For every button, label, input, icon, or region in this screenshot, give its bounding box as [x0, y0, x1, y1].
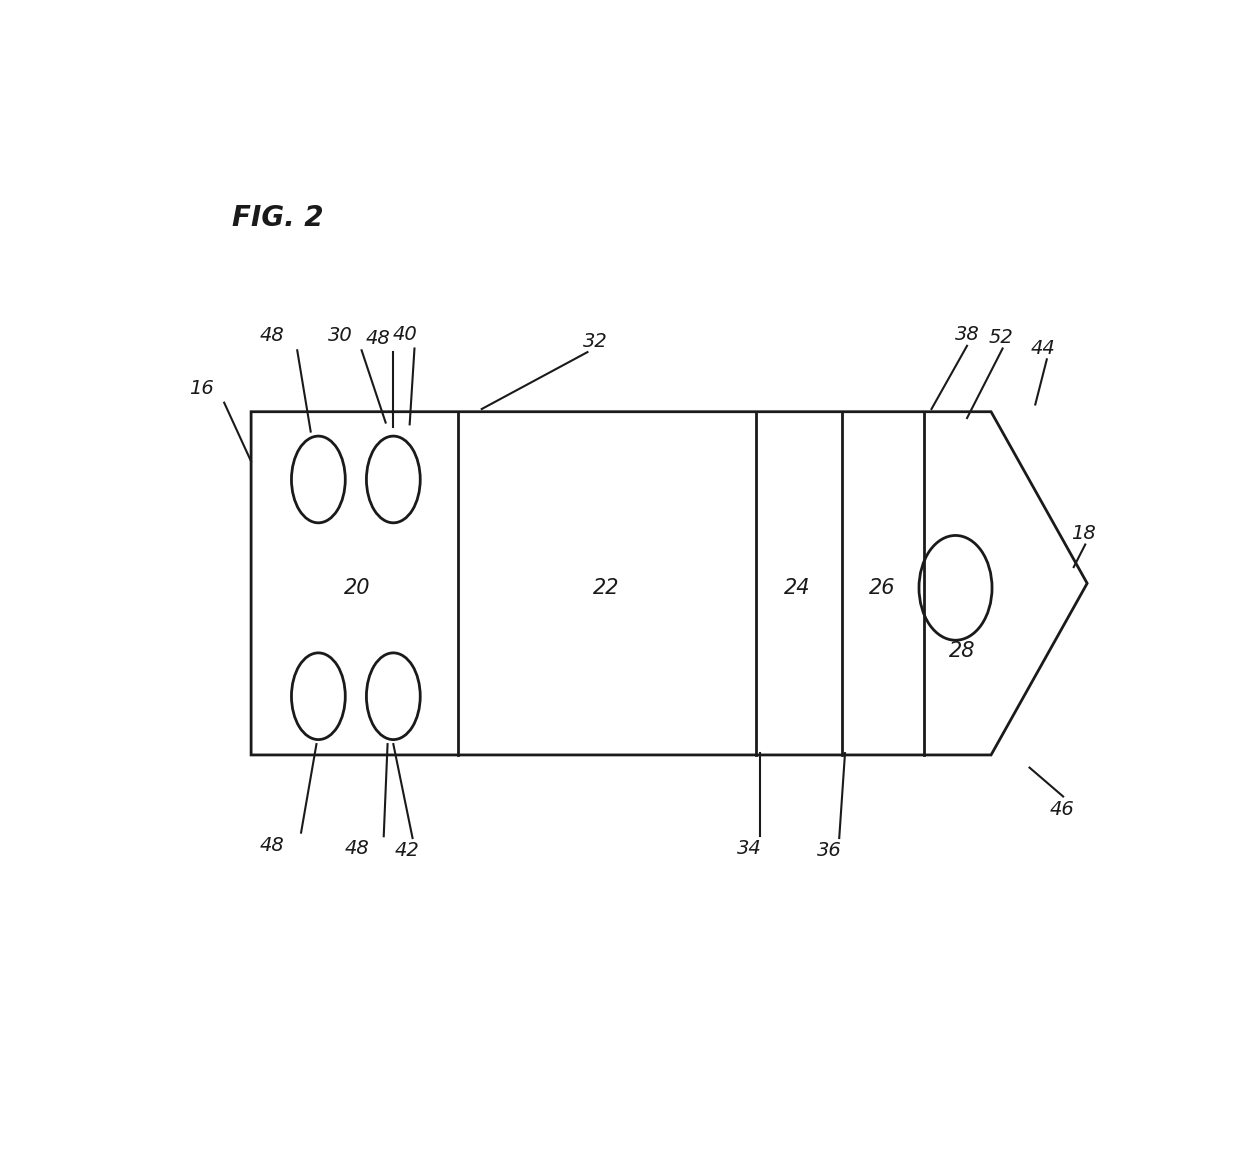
Text: 38: 38: [955, 325, 980, 345]
Text: 40: 40: [393, 325, 417, 345]
Text: 42: 42: [394, 841, 419, 860]
Text: 20: 20: [343, 578, 370, 598]
Text: 52: 52: [988, 328, 1013, 347]
Text: 22: 22: [594, 578, 620, 598]
Text: 48: 48: [366, 330, 391, 348]
Text: 48: 48: [260, 836, 285, 855]
Text: FIG. 2: FIG. 2: [232, 204, 324, 232]
Text: 48: 48: [345, 840, 370, 859]
Text: 16: 16: [188, 379, 213, 398]
Text: 30: 30: [329, 326, 353, 345]
Text: 18: 18: [1071, 524, 1096, 543]
Text: 44: 44: [1030, 339, 1055, 358]
Text: 46: 46: [1050, 800, 1075, 819]
Text: 24: 24: [784, 578, 810, 598]
Text: 48: 48: [260, 326, 285, 345]
Text: 32: 32: [583, 332, 608, 351]
Text: 34: 34: [737, 840, 761, 859]
Text: 28: 28: [949, 642, 976, 662]
Text: 26: 26: [869, 578, 895, 598]
Text: 36: 36: [817, 841, 842, 860]
